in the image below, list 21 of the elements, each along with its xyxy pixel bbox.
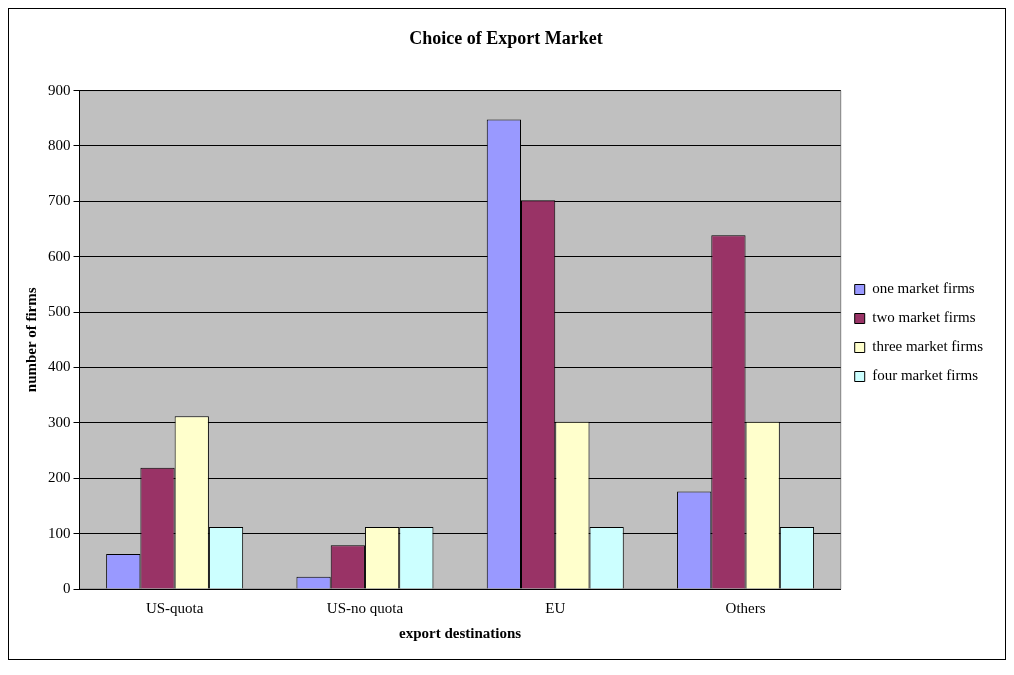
legend-label: one market firms <box>872 280 975 297</box>
legend-label: two market firms <box>872 309 976 326</box>
y-tick-label: 300 <box>48 413 71 430</box>
chart-title: Choice of Export Market <box>409 28 603 49</box>
legend-label: three market firms <box>872 338 984 355</box>
y-tick-label: 500 <box>48 303 71 320</box>
y-tick-label: 800 <box>48 136 71 153</box>
x-tick-label: EU <box>545 599 566 616</box>
legend-label: four market firms <box>872 367 979 384</box>
x-tick-label: Others <box>725 599 766 616</box>
y-tick-label: 0 <box>63 579 71 596</box>
y-tick-label: 100 <box>48 524 71 541</box>
y-tick-label: 400 <box>48 358 71 375</box>
x-tick-label: US-no quota <box>326 599 404 616</box>
y-tick-label: 600 <box>48 247 71 264</box>
y-tick-label: 200 <box>48 469 71 486</box>
x-axis-title: export destinations <box>399 624 522 641</box>
y-axis-title: number of firms <box>22 287 39 393</box>
y-tick-label: 700 <box>48 192 71 209</box>
y-tick-label: 900 <box>48 81 71 98</box>
x-tick-label: US-quota <box>145 599 204 616</box>
